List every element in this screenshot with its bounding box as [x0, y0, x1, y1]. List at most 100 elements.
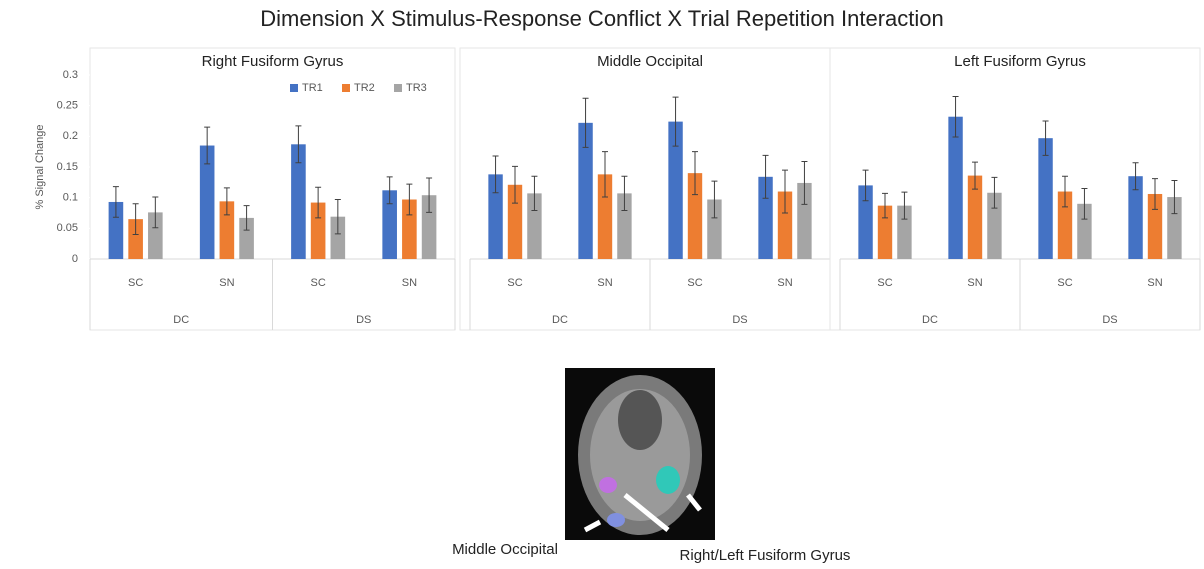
x-tick-label: SN [597, 277, 612, 289]
legend-swatch [394, 84, 402, 92]
x-tick-label: SN [777, 277, 792, 289]
error-bar [711, 180, 718, 219]
legend-label: TR2 [354, 82, 375, 94]
error-bar [295, 125, 302, 164]
bar [1147, 193, 1163, 259]
error-bar [621, 175, 628, 212]
x-tick-label: SC [1057, 277, 1072, 289]
x-tick-label: SN [1147, 277, 1162, 289]
error-bar [386, 176, 393, 205]
error-bar [991, 176, 998, 209]
bar [507, 184, 523, 259]
group-label: DC [922, 314, 938, 326]
error-bar [1062, 175, 1068, 208]
bar [330, 216, 346, 259]
panel-border [829, 47, 1201, 331]
bar [421, 195, 437, 259]
bar [1077, 203, 1092, 259]
error-bar [762, 154, 769, 199]
error-bar [582, 97, 589, 148]
y-tick-label: 0.1 [63, 192, 78, 204]
group-label: DS [356, 314, 371, 326]
error-bar [204, 126, 211, 165]
bar [797, 182, 812, 259]
legend-swatch [290, 84, 298, 92]
y-tick-label: 0.2 [63, 130, 78, 142]
bar [687, 173, 703, 259]
bar [382, 190, 397, 259]
error-bar [132, 203, 139, 235]
error-bar [426, 177, 433, 213]
x-tick-label: SN [402, 277, 417, 289]
error-bar [406, 183, 413, 216]
bar [291, 144, 306, 259]
y-tick-label: 0.05 [57, 222, 78, 234]
error-bar [112, 186, 119, 218]
bar [758, 176, 773, 259]
bar [617, 193, 632, 259]
bar [402, 199, 417, 259]
y-tick-label: 0.25 [57, 100, 78, 112]
x-tick-label: SC [310, 277, 325, 289]
error-bar [152, 196, 159, 229]
bar [877, 205, 893, 259]
x-tick-label: SC [507, 277, 522, 289]
image-label: Right/Left Fusiform Gyrus [680, 547, 851, 564]
chart-title: Right Fusiform Gyrus [202, 53, 344, 70]
group-label: DC [173, 314, 189, 326]
bar [597, 174, 613, 259]
bar [578, 122, 593, 259]
bar [1057, 191, 1073, 259]
y-axis-label: % Signal Change [34, 124, 46, 209]
bar [897, 205, 912, 259]
legend-swatch [342, 84, 350, 92]
bar [219, 201, 235, 259]
error-bar [862, 169, 869, 202]
bar [148, 212, 163, 259]
error-bar [243, 205, 250, 231]
bar [310, 202, 326, 259]
error-bar [512, 165, 518, 204]
group-label: DS [732, 314, 747, 326]
bar [108, 201, 124, 259]
error-bar [315, 186, 322, 219]
bar [707, 199, 722, 259]
error-bar [1152, 178, 1158, 210]
error-bar [972, 161, 978, 190]
bar [948, 116, 963, 259]
bar [967, 175, 983, 259]
bar [1128, 176, 1143, 259]
error-bar [672, 96, 679, 147]
error-bar [602, 151, 608, 198]
x-tick-label: SN [967, 277, 982, 289]
bar [858, 185, 873, 259]
bar [668, 121, 683, 259]
group-label: DS [1102, 314, 1117, 326]
legend-label: TR3 [406, 82, 427, 94]
chart-title: Left Fusiform Gyrus [954, 53, 1086, 70]
error-bar [1042, 120, 1049, 156]
error-bar [1171, 179, 1178, 215]
y-tick-label: 0.3 [63, 69, 78, 81]
chart-title: Middle Occipital [597, 53, 703, 70]
error-bar [334, 199, 341, 235]
figure-title: Dimension X Stimulus-Response Conflict X… [260, 6, 944, 31]
bar [1038, 138, 1053, 259]
error-bar [223, 187, 230, 216]
error-bar [692, 151, 698, 196]
error-bar [1132, 162, 1139, 191]
error-bar [801, 160, 808, 205]
bar [128, 219, 143, 259]
x-tick-label: SC [687, 277, 702, 289]
bar [987, 192, 1002, 259]
legend-label: TR1 [302, 82, 323, 94]
error-bar [952, 95, 959, 138]
y-tick-label: 0.15 [57, 161, 78, 173]
y-tick-label: 0 [72, 253, 78, 265]
error-bar [1081, 187, 1088, 220]
group-label: DC [552, 314, 568, 326]
error-bar [531, 175, 538, 212]
x-tick-label: SC [128, 277, 143, 289]
error-bar [782, 169, 788, 214]
